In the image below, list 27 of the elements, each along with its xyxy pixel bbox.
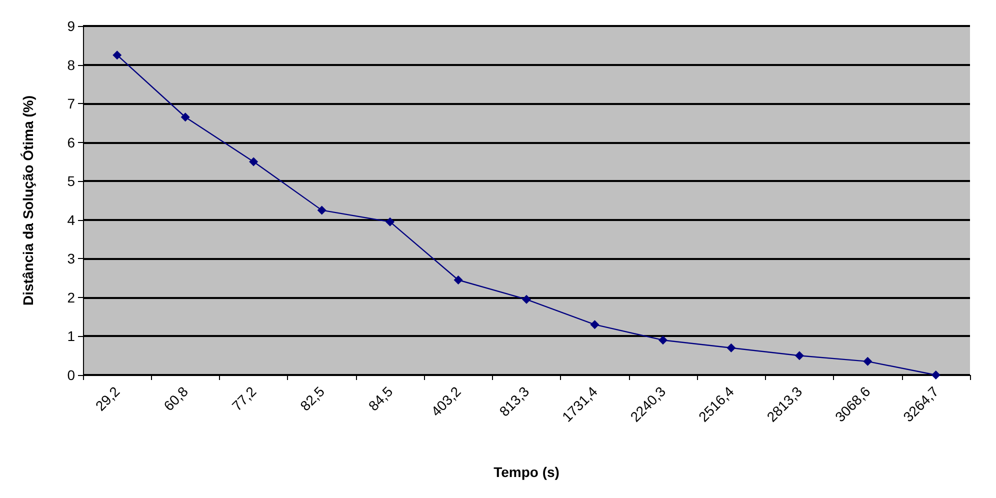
x-tick-label: 60,8	[160, 383, 192, 414]
point	[180, 112, 190, 122]
point	[863, 356, 872, 366]
point	[454, 275, 463, 284]
y-tick-label: 2	[67, 289, 76, 306]
y-tick-label: 8	[67, 56, 76, 73]
point	[386, 217, 395, 226]
y-tick-label: 0	[67, 367, 76, 383]
y-tick-label: 5	[67, 173, 76, 190]
point	[112, 50, 122, 60]
x-tick-label: 77,2	[228, 383, 260, 414]
point	[522, 294, 531, 304]
point	[249, 157, 258, 166]
y-tick-label: 7	[67, 96, 76, 112]
y-tick-label: 1	[67, 328, 76, 344]
point	[658, 336, 668, 345]
y-tick-label: 4	[67, 212, 76, 228]
point	[726, 343, 736, 352]
point	[794, 351, 804, 360]
point	[931, 370, 940, 380]
y-tick-label: 6	[67, 134, 76, 150]
y-tick-label: 9	[67, 18, 76, 34]
y-axis-title: Distância da Solução Ótima (%)	[20, 95, 36, 306]
point	[590, 320, 600, 330]
point	[317, 206, 326, 215]
y-tick-label: 3	[67, 250, 76, 267]
x-axis-title: Tempo (s)	[494, 464, 560, 480]
